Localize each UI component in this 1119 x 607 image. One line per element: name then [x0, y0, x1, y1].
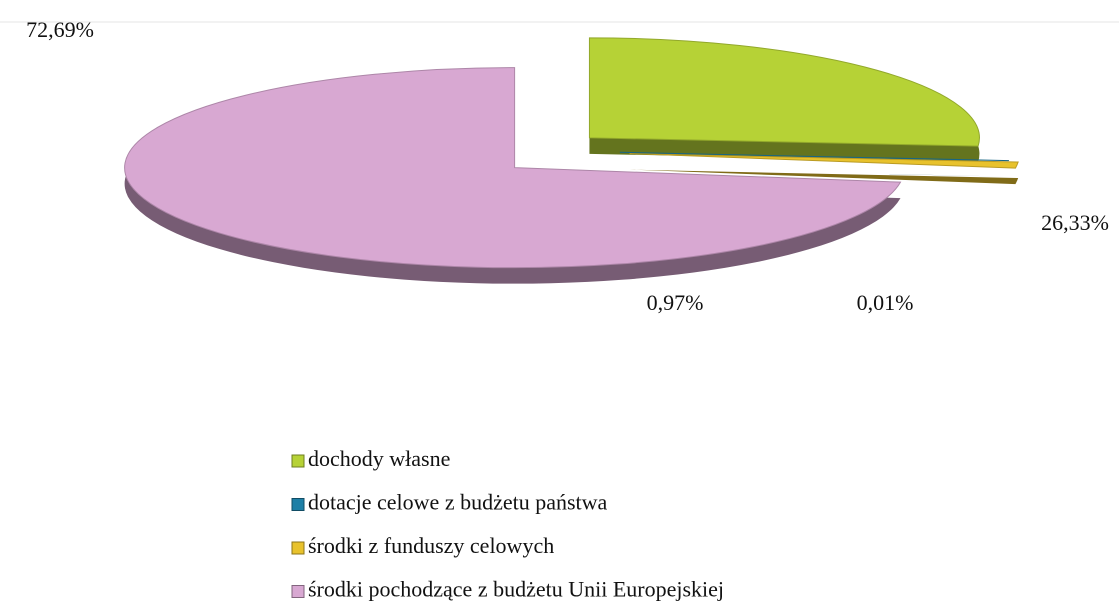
legend-swatch: [291, 585, 305, 598]
slice: [619, 151, 1010, 162]
data-label: 72,69%: [26, 17, 94, 42]
legend-label: dotacje celowe z budżetu państwa: [308, 490, 608, 515]
slice: [124, 67, 902, 269]
slice-side: [629, 169, 1019, 185]
legend: dochody własne dotacje celowe z budżetu p…: [291, 446, 724, 602]
legend-label: dochody własne: [308, 446, 450, 471]
data-label: 0,97%: [647, 290, 704, 315]
legend-label: środki z funduszy celowych: [308, 533, 554, 558]
legend-swatch: [291, 454, 305, 468]
data-label: 26,33%: [1041, 210, 1109, 235]
slice: [629, 153, 1019, 169]
data-label: 0,01%: [857, 290, 914, 315]
slice: [588, 37, 980, 147]
legend-swatch: [291, 541, 305, 555]
legend-swatch: [291, 498, 305, 511]
legend-label: środki pochodzące z budżetu Unii Europej…: [308, 577, 724, 602]
pie: 26,33% 0,01% 0,97% 72,69%: [26, 17, 1109, 315]
slice-side: [619, 168, 1009, 177]
